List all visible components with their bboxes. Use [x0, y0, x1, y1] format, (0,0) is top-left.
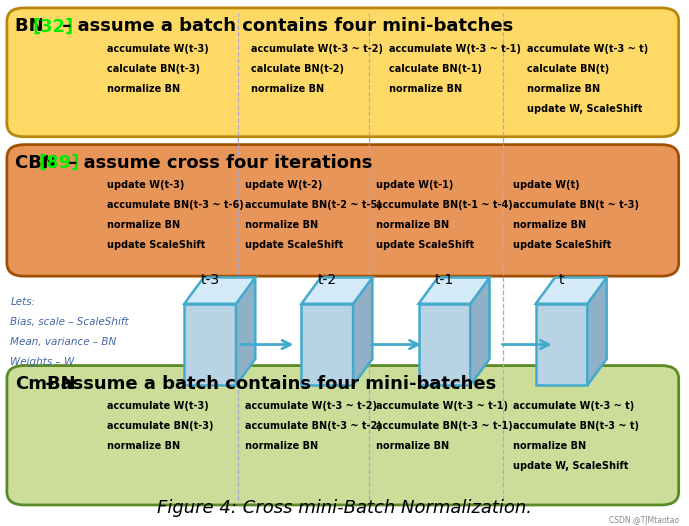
Text: normalize BN: normalize BN: [107, 84, 180, 94]
Text: accumulate BN(t-3 ~ t-2): accumulate BN(t-3 ~ t-2): [245, 421, 381, 431]
Polygon shape: [536, 278, 606, 304]
Text: accumulate W(t-3): accumulate W(t-3): [107, 44, 209, 54]
Text: t-1: t-1: [435, 272, 454, 287]
FancyBboxPatch shape: [7, 145, 679, 276]
Text: calculate BN(t): calculate BN(t): [527, 64, 609, 74]
FancyBboxPatch shape: [7, 366, 679, 505]
Text: Weights – W: Weights – W: [10, 357, 74, 367]
Text: [89]: [89]: [39, 154, 80, 172]
Text: normalize BN: normalize BN: [527, 84, 600, 94]
Text: accumulate W(t-3): accumulate W(t-3): [107, 401, 209, 411]
Text: normalize BN: normalize BN: [513, 220, 586, 230]
Text: Lets:: Lets:: [10, 297, 35, 307]
Text: Figure 4: Cross mini-Batch Normalization.: Figure 4: Cross mini-Batch Normalization…: [157, 499, 532, 517]
Text: BN: BN: [15, 17, 50, 35]
Text: normalize BN: normalize BN: [376, 220, 449, 230]
Text: t: t: [559, 272, 564, 287]
Polygon shape: [470, 278, 489, 385]
Text: normalize BN: normalize BN: [107, 220, 180, 230]
Text: accumulate BN(t-3 ~ t-6): accumulate BN(t-3 ~ t-6): [107, 200, 243, 210]
Polygon shape: [419, 304, 470, 385]
Polygon shape: [185, 278, 255, 304]
Text: – assume cross four iterations: – assume cross four iterations: [62, 154, 372, 172]
Text: Mean, variance – BN: Mean, variance – BN: [10, 337, 116, 347]
Text: accumulate BN(t-3): accumulate BN(t-3): [107, 421, 214, 431]
Text: calculate BN(t-2): calculate BN(t-2): [251, 64, 344, 74]
Text: normalize BN: normalize BN: [107, 441, 180, 451]
Text: accumulate BN(t-2 ~ t-5): accumulate BN(t-2 ~ t-5): [245, 200, 381, 210]
Text: normalize BN: normalize BN: [389, 84, 462, 94]
Text: CBN: CBN: [15, 154, 63, 172]
Text: update ScaleShift: update ScaleShift: [376, 240, 474, 250]
Text: normalize BN: normalize BN: [376, 441, 449, 451]
Polygon shape: [302, 278, 372, 304]
Text: CSDN @TJMtaotao: CSDN @TJMtaotao: [608, 516, 679, 525]
Text: update W(t-1): update W(t-1): [376, 180, 453, 190]
Text: accumulate W(t-3 ~ t-1): accumulate W(t-3 ~ t-1): [376, 401, 508, 411]
Text: accumulate W(t-3 ~ t-1): accumulate W(t-3 ~ t-1): [389, 44, 522, 54]
Text: update W(t-3): update W(t-3): [107, 180, 184, 190]
Text: normalize BN: normalize BN: [245, 220, 318, 230]
Text: – assume a batch contains four mini-batches: – assume a batch contains four mini-batc…: [56, 17, 513, 35]
Text: accumulate W(t-3 ~ t): accumulate W(t-3 ~ t): [513, 401, 635, 411]
Polygon shape: [302, 304, 353, 385]
Text: update ScaleShift: update ScaleShift: [513, 240, 612, 250]
Text: accumulate BN(t-1 ~ t-4): accumulate BN(t-1 ~ t-4): [376, 200, 512, 210]
Polygon shape: [353, 278, 372, 385]
Text: CmBN: CmBN: [15, 375, 76, 393]
Text: normalize BN: normalize BN: [251, 84, 325, 94]
Text: normalize BN: normalize BN: [513, 441, 586, 451]
Text: accumulate BN(t-3 ~ t): accumulate BN(t-3 ~ t): [513, 421, 639, 431]
Text: Bias, scale – ScaleShift: Bias, scale – ScaleShift: [10, 317, 129, 327]
Text: – assume a batch contains four mini-batches: – assume a batch contains four mini-batc…: [39, 375, 496, 393]
Text: update W, ScaleShift: update W, ScaleShift: [513, 461, 628, 471]
Polygon shape: [185, 304, 236, 385]
Polygon shape: [536, 304, 587, 385]
Polygon shape: [587, 278, 606, 385]
Text: t-2: t-2: [318, 272, 337, 287]
Text: t-3: t-3: [200, 272, 220, 287]
Text: update W, ScaleShift: update W, ScaleShift: [527, 104, 642, 114]
Text: calculate BN(t-1): calculate BN(t-1): [389, 64, 482, 74]
Text: calculate BN(t-3): calculate BN(t-3): [107, 64, 200, 74]
Text: accumulate BN(t ~ t-3): accumulate BN(t ~ t-3): [513, 200, 639, 210]
Text: update ScaleShift: update ScaleShift: [245, 240, 343, 250]
Text: update W(t-2): update W(t-2): [245, 180, 322, 190]
Text: accumulate W(t-3 ~ t-2): accumulate W(t-3 ~ t-2): [251, 44, 384, 54]
Text: update ScaleShift: update ScaleShift: [107, 240, 205, 250]
FancyBboxPatch shape: [7, 8, 679, 137]
Polygon shape: [236, 278, 255, 385]
Text: accumulate BN(t-3 ~ t-1): accumulate BN(t-3 ~ t-1): [376, 421, 512, 431]
Text: [32]: [32]: [33, 17, 74, 35]
Text: accumulate W(t-3 ~ t-2): accumulate W(t-3 ~ t-2): [245, 401, 377, 411]
Text: update W(t): update W(t): [513, 180, 580, 190]
Polygon shape: [419, 278, 489, 304]
Text: normalize BN: normalize BN: [245, 441, 318, 451]
Text: accumulate W(t-3 ~ t): accumulate W(t-3 ~ t): [527, 44, 648, 54]
